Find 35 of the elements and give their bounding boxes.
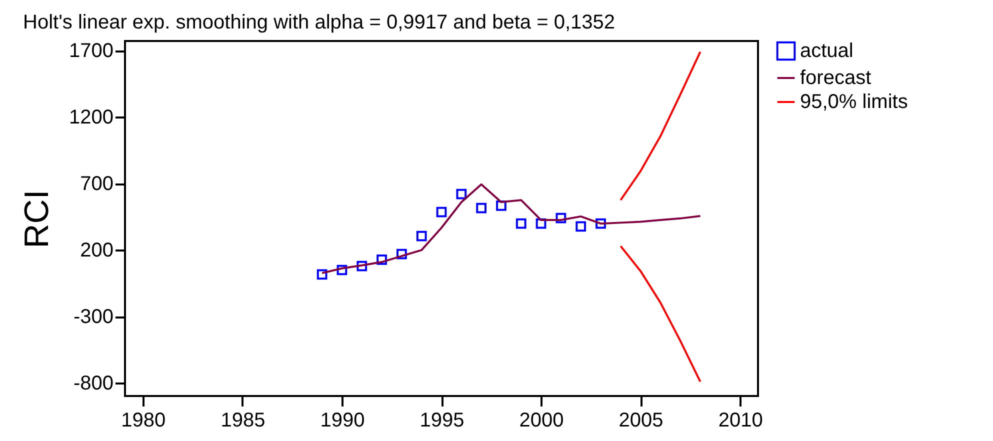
legend-label: actual	[800, 40, 854, 62]
point	[396, 248, 407, 260]
point	[456, 188, 467, 200]
y-tick-label: 700	[80, 173, 114, 196]
chart-title: Holt's linear exp. smoothing with alpha = 0,9917 and beta = 0,1352	[23, 12, 616, 34]
point	[316, 269, 328, 280]
x-tick-label: 1990	[320, 410, 365, 432]
y-tick-label: -800	[73, 372, 114, 394]
x-tick-label: 2000	[519, 410, 564, 432]
y-tick-label: -300	[73, 306, 114, 328]
point	[416, 230, 427, 242]
point	[596, 218, 606, 229]
point	[376, 254, 387, 265]
x-tick-label: 2010	[718, 410, 763, 432]
point	[356, 260, 368, 272]
point	[436, 206, 447, 218]
x-tick-label: 2005	[618, 410, 664, 432]
point	[516, 218, 526, 229]
point	[556, 212, 566, 224]
y-tick-label: 200	[80, 240, 114, 262]
legend-label: forecast	[800, 67, 872, 89]
line-series	[620, 245, 702, 383]
point	[536, 218, 546, 229]
x-tick-label: 1985	[220, 410, 266, 432]
legend-label: 95,0% limits	[800, 91, 908, 113]
point	[496, 200, 506, 211]
x-tick-label: 1980	[121, 410, 166, 432]
line-series	[620, 50, 702, 202]
point	[336, 264, 348, 276]
point	[476, 202, 486, 214]
x-tick-label: 1995	[420, 410, 464, 432]
point	[576, 221, 586, 232]
y-tick-label: 1200	[69, 106, 114, 129]
y-tick-label: 1700	[69, 40, 114, 62]
y-axis-title: RCI	[18, 190, 56, 248]
